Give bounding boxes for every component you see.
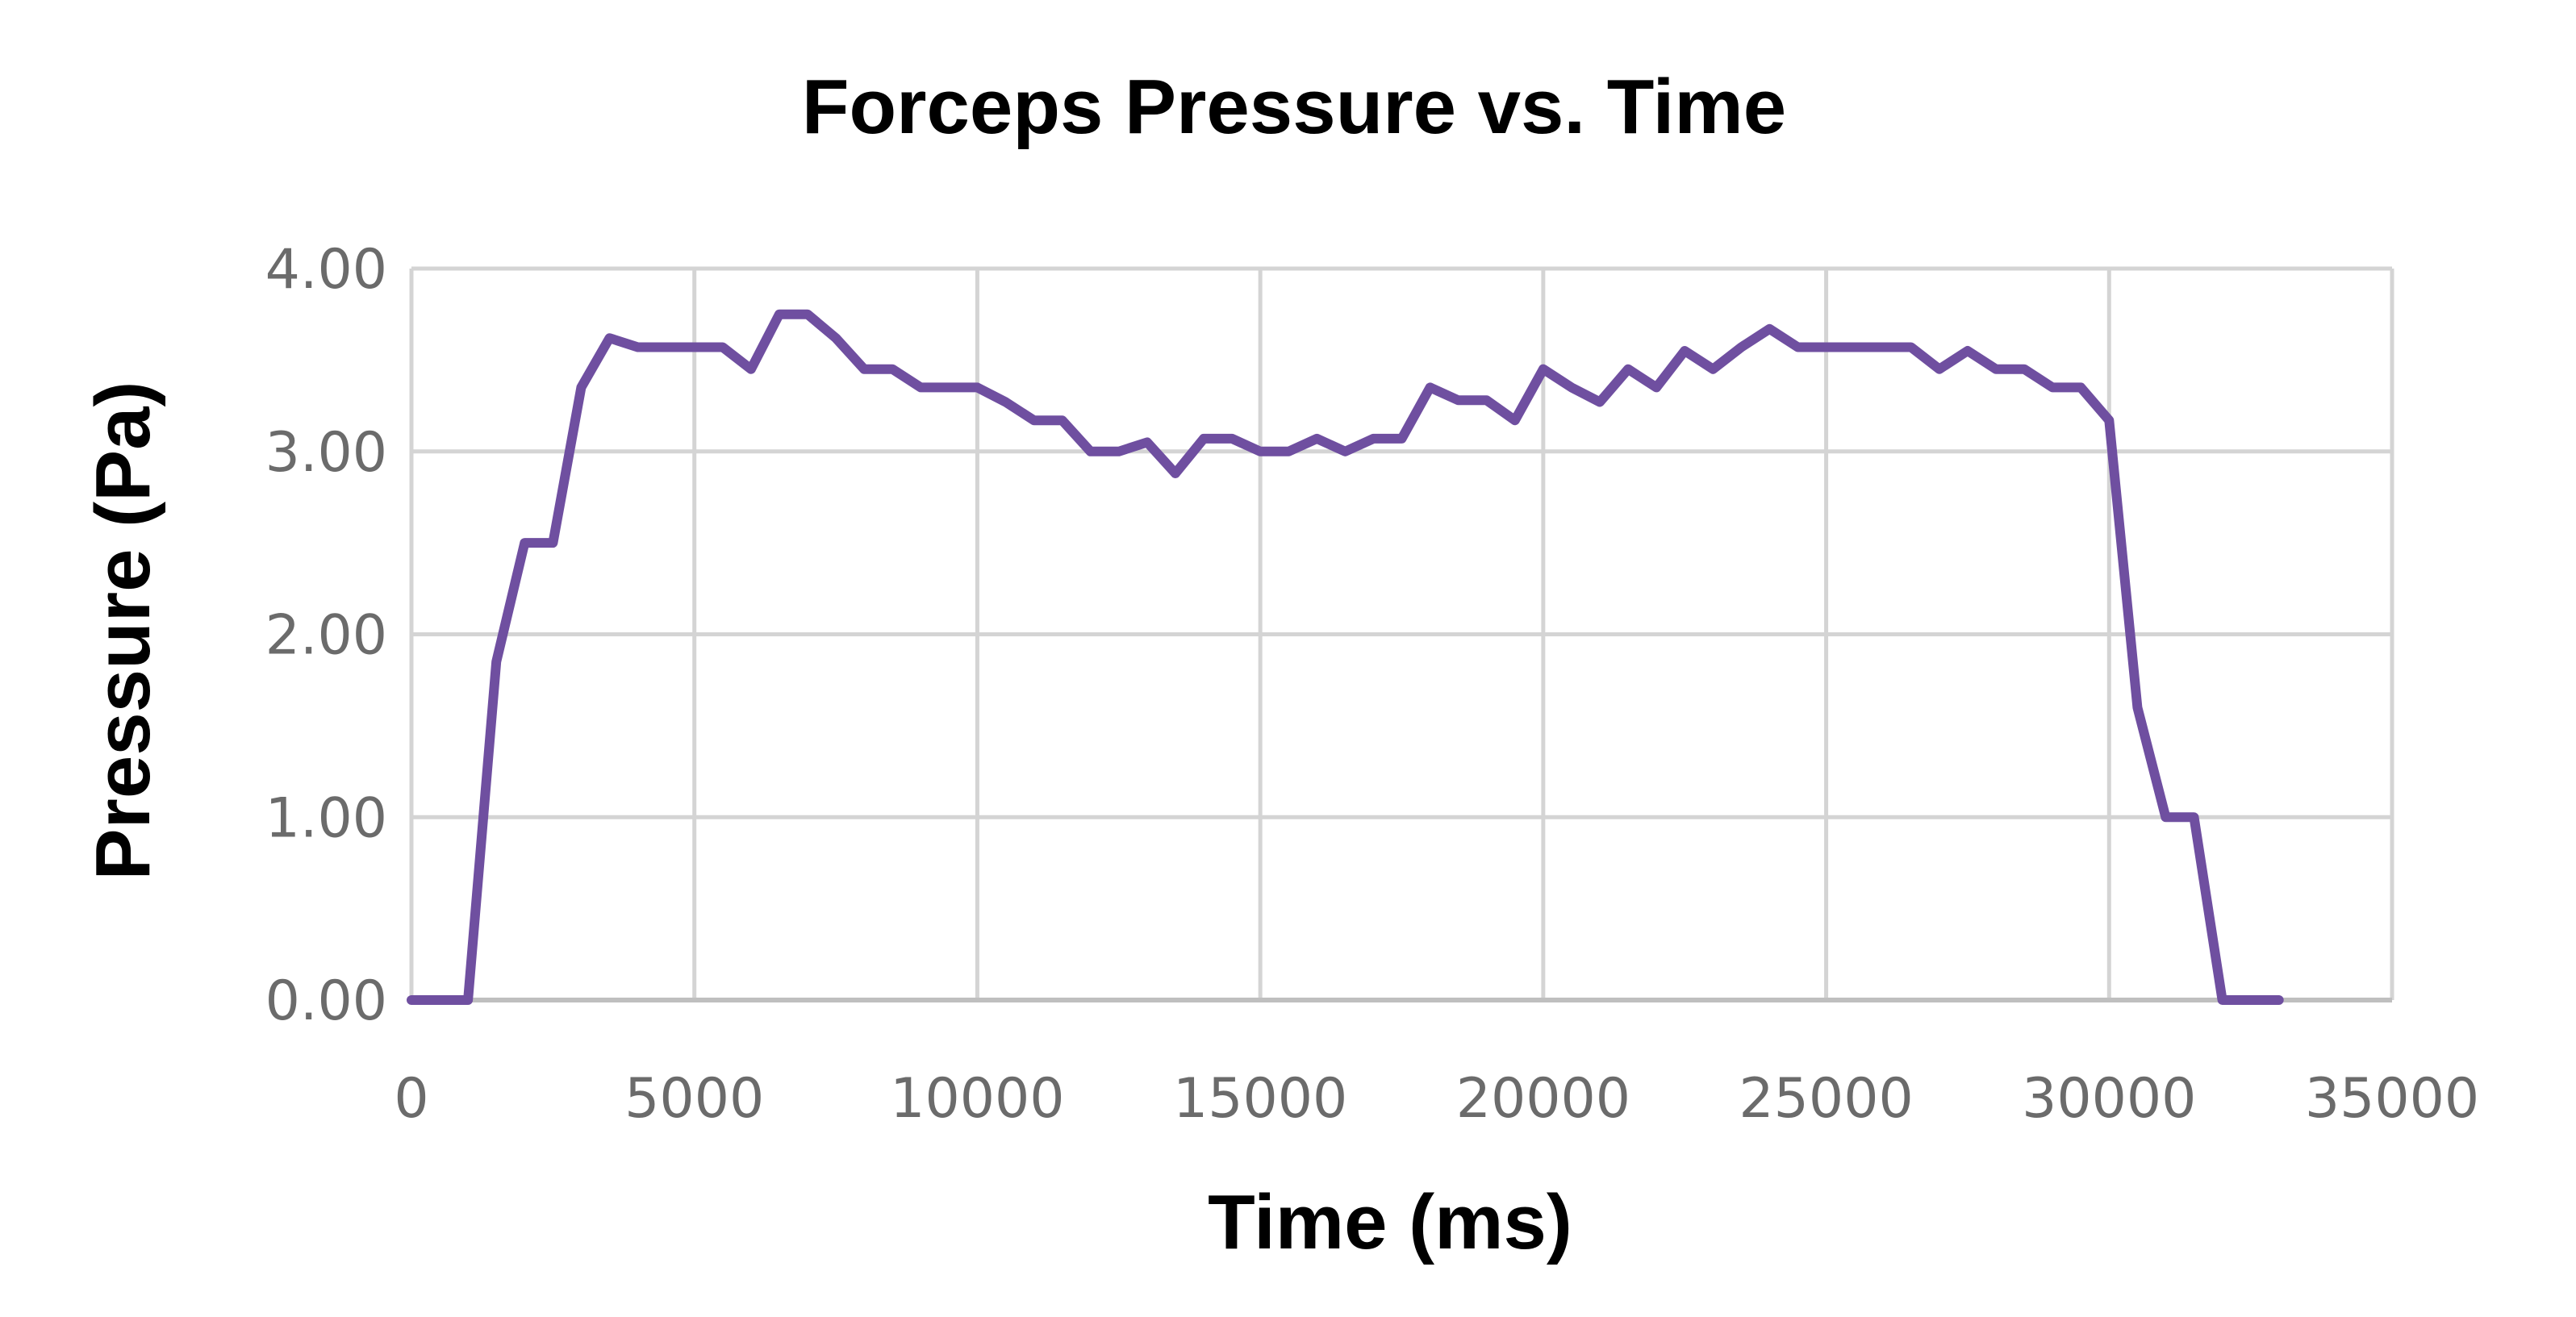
y-tick-label: 0.00	[265, 969, 387, 1033]
y-tick-label: 1.00	[265, 786, 387, 850]
series-line	[407, 309, 2284, 1005]
x-tick-label: 0	[394, 1067, 428, 1131]
chart-title: Forceps Pressure vs. Time	[802, 64, 1786, 150]
x-tick-label: 30000	[2022, 1067, 2196, 1131]
x-tick-label: 10000	[890, 1067, 1064, 1131]
x-tick-labels: 0 5000 10000 15000 20000 25000 30000 35000	[394, 1067, 2479, 1131]
y-tick-label: 4.00	[265, 238, 387, 302]
y-tick-label: 2.00	[265, 604, 387, 668]
y-tick-label: 3.00	[265, 421, 387, 485]
gridlines	[411, 266, 2392, 1000]
x-tick-label: 5000	[624, 1067, 764, 1131]
y-axis-title: Pressure (Pa)	[80, 381, 166, 881]
series-group	[407, 309, 2284, 1005]
x-tick-label: 15000	[1173, 1067, 1347, 1131]
axes	[409, 266, 2394, 1002]
x-tick-label: 35000	[2305, 1067, 2479, 1131]
x-tick-label: 25000	[1739, 1067, 1913, 1131]
y-tick-labels: 0.00 1.00 2.00 3.00 4.00	[265, 238, 387, 1033]
x-tick-label: 20000	[1456, 1067, 1630, 1131]
x-axis-title: Time (ms)	[1208, 1179, 1572, 1265]
